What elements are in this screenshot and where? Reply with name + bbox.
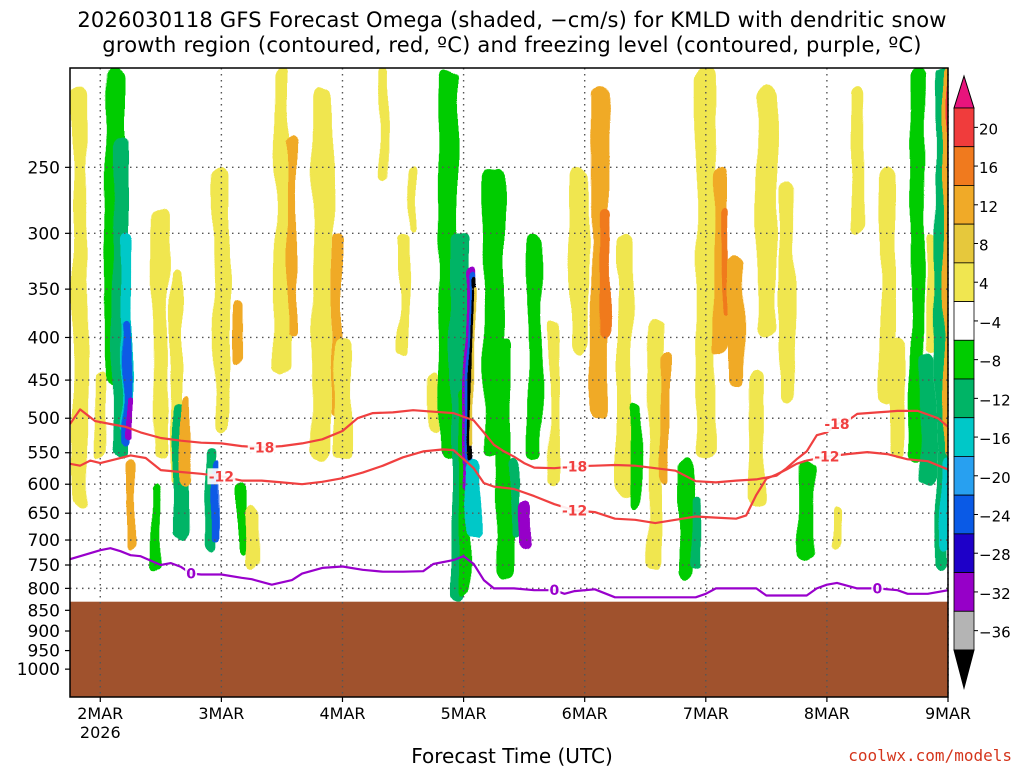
purple-contour-label-bg (548, 582, 561, 599)
colorbar-label: −12 (979, 391, 1011, 409)
ground-fill (70, 601, 948, 697)
y-tick-label: 600 (28, 475, 60, 495)
colorbar-label: 20 (979, 120, 998, 138)
colorbar-segment (953, 107, 975, 148)
y-tick-label: 400 (28, 328, 60, 348)
colorbar-label: −36 (979, 624, 1011, 642)
ground-below-surface (70, 601, 948, 697)
red-contour-line (70, 448, 948, 525)
colorbar-label: −20 (979, 469, 1011, 487)
y-tick-label: 700 (28, 531, 60, 551)
colorbar-label: 4 (979, 275, 989, 293)
colorbar-label: −24 (979, 508, 1011, 526)
red-contour-label-bg (207, 468, 236, 485)
y-tick-label: 1000 (17, 660, 60, 680)
y-tick-label: 800 (28, 579, 60, 599)
y-tick-label: 500 (28, 409, 60, 429)
y-tick-label: 950 (28, 642, 60, 662)
colorbar-label: 16 (979, 159, 998, 177)
x-tick-label: 3MAR (198, 704, 244, 723)
colorbar-segment (953, 223, 975, 264)
colorbar-top-arrow (953, 74, 975, 109)
colorbar-segment (953, 262, 975, 302)
red-contour-label-bg (560, 502, 589, 519)
colorbar-segment (953, 185, 975, 225)
x-tick-label: 2MAR (77, 704, 123, 723)
colorbar-label: −28 (979, 546, 1011, 564)
y-tick-label: 650 (28, 504, 60, 524)
y-tick-label: 350 (28, 280, 60, 300)
chart-title-line-2: growth region (contoured, red, ºC) and f… (102, 33, 922, 57)
purple-contour-label-bg (871, 580, 884, 597)
x-axis-label: Forecast Time (UTC) (411, 744, 613, 768)
colorbar-label: 8 (979, 237, 989, 255)
y-tick-label: 550 (28, 444, 60, 464)
colorbar-label: −16 (979, 430, 1011, 448)
red-contour-label: -12 (562, 503, 587, 519)
purple-contour-label: 0 (872, 581, 882, 597)
red-contour-label-bg (822, 415, 851, 432)
colorbar-segment (953, 456, 975, 496)
red-contour-label: -12 (209, 469, 234, 485)
x-tick-label: 4MAR (319, 704, 365, 723)
colorbar-segment (953, 301, 975, 341)
colorbar-segment (953, 417, 975, 457)
colorbar: 20 16 12 8 4 −4 −8 −12 −16 −20 −24 −28 −32 −36 (953, 74, 1011, 690)
purple-contour-label-bg (185, 565, 198, 582)
red-contour-label: -18 (562, 459, 587, 475)
omega-shaded-field (72, 68, 948, 602)
chart-title-line-1: 2026030118 GFS Forecast Omega (shaded, −… (77, 8, 947, 32)
colorbar-segment (953, 339, 975, 380)
y-tick-label: 450 (28, 371, 60, 391)
colorbar-label: 12 (979, 198, 998, 216)
x-tick-label: 9MAR (925, 704, 971, 723)
red-contour-label-bg (247, 439, 276, 456)
y-tick-label: 900 (28, 622, 60, 642)
x-tick-label: 6MAR (562, 704, 608, 723)
y-tick-label: 300 (28, 224, 60, 244)
x-tick-label: 8MAR (804, 704, 850, 723)
red-contour-label: -18 (824, 417, 849, 433)
colorbar-label: −8 (979, 353, 1001, 371)
plot-frame (69, 67, 949, 698)
site-credit: coolwx.com/models (848, 746, 1012, 765)
colorbar-label: −32 (979, 585, 1011, 603)
axes: 2503003504004505005506006507007508008509… (17, 158, 971, 742)
colorbar-segment (953, 378, 975, 419)
colorbar-segment (953, 572, 975, 612)
red-contour-line (70, 408, 948, 484)
purple-contour-label: 0 (186, 567, 196, 583)
x-tick-sublabel: 2026 (80, 723, 121, 742)
colorbar-segment (953, 494, 975, 535)
colorbar-label: −4 (979, 314, 1001, 332)
purple-contour-line (70, 547, 948, 599)
y-tick-label: 250 (28, 158, 60, 178)
red-contour-label: -18 (249, 440, 274, 456)
y-tick-label: 850 (28, 601, 60, 621)
x-tick-label: 5MAR (441, 704, 487, 723)
red-contour-label-bg (812, 448, 841, 465)
colorbar-bottom-arrow (953, 649, 975, 690)
colorbar-segment (953, 610, 975, 651)
x-tick-label: 7MAR (683, 704, 729, 723)
red-contour-label: -12 (814, 450, 839, 466)
red-contour-label-bg (560, 458, 589, 475)
colorbar-segment (953, 533, 975, 573)
colorbar-segment (953, 146, 975, 186)
contours: -18 -18 -18 -12 -12 -12 0 0 0 (70, 408, 948, 599)
purple-contour-label: 0 (550, 583, 560, 599)
y-tick-label: 750 (28, 556, 60, 576)
